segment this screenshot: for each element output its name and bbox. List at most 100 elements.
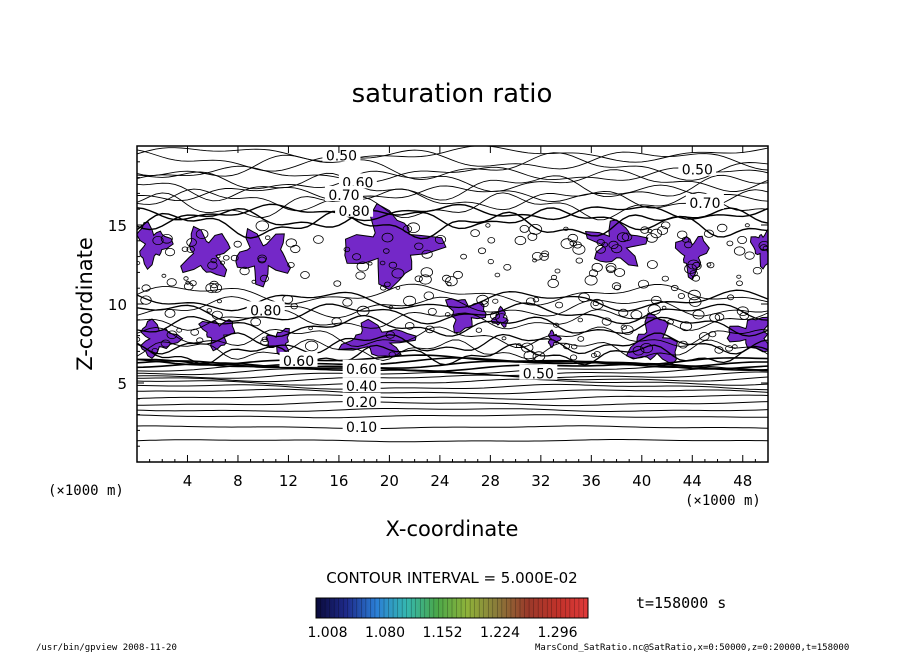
contour-blob: [601, 317, 612, 326]
contour-blob: [521, 342, 534, 353]
contour-label-bg: [342, 418, 381, 434]
contour-line: [137, 309, 768, 331]
contour-label-bg: [324, 185, 363, 201]
contour-label: 0.80: [250, 303, 281, 319]
contour-blob: [692, 309, 705, 320]
contour-blob: [647, 304, 661, 315]
contour-label-bg: [685, 193, 724, 209]
contour-blob: [388, 261, 398, 269]
contour-blob: [160, 339, 171, 348]
x-tick-label: 28: [481, 472, 500, 490]
contour-blob: [661, 221, 671, 230]
contour-blob: [670, 284, 679, 292]
chart-title: saturation ratio: [352, 79, 553, 109]
contour-line: [137, 188, 768, 212]
contour-blob: [569, 354, 578, 361]
contour-blob: [285, 238, 297, 248]
contour-label: 0.50: [523, 367, 554, 383]
contour-labels: 0.500.600.700.800.500.700.800.600.500.60…: [246, 146, 724, 436]
contour-blob: [423, 291, 435, 300]
contour-blob: [571, 344, 578, 350]
contour-blob: [475, 327, 483, 333]
contour-line: [137, 146, 768, 163]
contour-blob: [441, 274, 451, 282]
contour-blob: [489, 311, 501, 320]
contour-blob: [255, 220, 269, 232]
contour-line: [137, 367, 768, 377]
contour-blob: [313, 235, 324, 244]
contour-blob: [287, 261, 295, 268]
contour-blob: [736, 274, 742, 279]
x-tick-label: 8: [233, 472, 243, 490]
contour-blob: [554, 268, 561, 274]
time-label: t=158000 s: [636, 594, 726, 612]
contour-blob: [593, 351, 601, 357]
contour-blob: [661, 305, 667, 310]
contour-line: [137, 283, 768, 306]
colorbar-tick-label: 1.224: [480, 625, 520, 641]
contour-blob: [233, 240, 242, 248]
contour-blob: [733, 246, 746, 256]
contour-blob: [434, 234, 447, 244]
contour-blob: [379, 285, 387, 291]
contour-blob: [421, 249, 433, 259]
contour-label: 0.40: [346, 379, 377, 395]
contour-line: [137, 414, 768, 419]
contour-label: 0.70: [328, 188, 359, 204]
contour-blob: [259, 274, 269, 283]
y-axis: 5 10 15: [108, 161, 768, 447]
contour-blob: [575, 257, 583, 264]
contour-blob: [257, 256, 267, 264]
contour-blob: [151, 348, 159, 354]
contour-blob: [444, 312, 451, 317]
contour-blob: [577, 336, 585, 342]
contour-blob: [577, 317, 583, 323]
contour-blob: [137, 336, 141, 342]
contour-blob: [503, 263, 512, 271]
supersaturation-patch: [584, 219, 649, 267]
contour-line: [137, 184, 768, 203]
contour-blob: [532, 258, 537, 263]
contour-blob: [388, 351, 396, 358]
contour-blob: [352, 253, 362, 261]
contour-line: [137, 425, 768, 430]
contour-blob: [379, 260, 386, 266]
contour-blob: [356, 261, 370, 272]
contour-blob: [290, 244, 301, 254]
colorbar: 1.008 1.080 1.152 1.224 1.296: [307, 597, 589, 641]
supersaturation-patch: [235, 227, 292, 288]
footer-right: MarsCond_SatRatio.nc@SatRatio,x=0:50000,…: [535, 643, 849, 653]
contour-blob: [620, 324, 627, 330]
contour-blob: [385, 331, 396, 339]
supersaturation-fills: [137, 203, 768, 365]
contour-line: [137, 343, 768, 366]
contour-blob: [141, 284, 151, 292]
contour-blob: [356, 305, 370, 317]
contour-line: [137, 374, 768, 383]
contour-blob: [541, 250, 550, 258]
contour-blob: [137, 261, 141, 266]
contour-blob: [661, 275, 669, 282]
x-tick-label: 40: [632, 472, 651, 490]
x-unit-right: (×1000 m): [685, 493, 761, 509]
supersaturation-patch: [749, 228, 768, 270]
contour-blob: [420, 267, 434, 278]
contour-blob: [343, 246, 351, 253]
contour-blob: [515, 343, 522, 349]
contour-blob: [523, 350, 537, 361]
contour-blob: [591, 352, 597, 358]
contour-blob: [632, 345, 645, 356]
contour-blob: [621, 325, 634, 336]
contour-blob: [219, 260, 225, 265]
contour-blob: [646, 233, 658, 243]
contour-line: [137, 394, 768, 400]
y-tick-label: 10: [108, 296, 127, 314]
contour-blob: [667, 319, 674, 325]
contour-line: [137, 210, 768, 240]
contour-label: 0.10: [346, 420, 377, 436]
contour-line: [137, 302, 768, 325]
contour-line: [137, 357, 768, 369]
contour-label: 0.60: [346, 362, 377, 378]
contour-blob: [492, 298, 499, 304]
